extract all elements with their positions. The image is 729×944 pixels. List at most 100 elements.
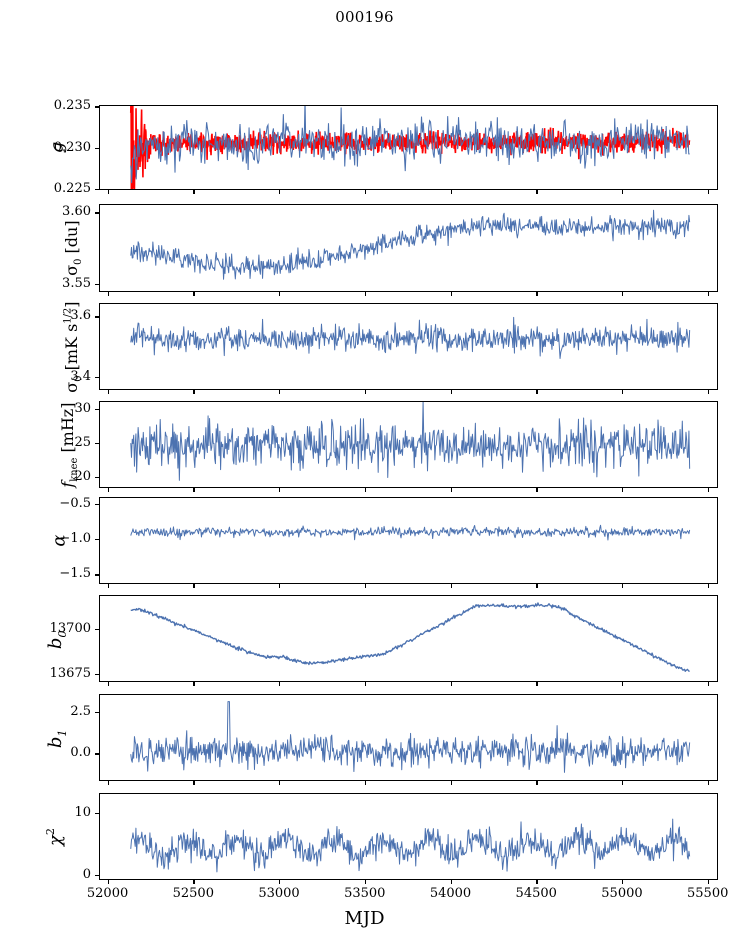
y-tick-label: 10: [74, 804, 91, 820]
y-tick-mark: [95, 476, 99, 478]
y-tick-label: 13700: [49, 620, 91, 636]
x-tick-mark-minor: [279, 682, 281, 686]
y-tick-label: 3.60: [62, 204, 91, 220]
x-tick-mark-minor: [621, 190, 624, 194]
x-tick-label: 54500: [515, 886, 557, 901]
x-tick-mark-minor: [364, 488, 367, 492]
y-tick-label: 3.4: [70, 368, 91, 384]
x-axis-label: MJD: [344, 908, 385, 929]
y-tick-mark: [95, 628, 99, 630]
x-tick-label: 53000: [258, 886, 300, 901]
x-tick-mark-minor: [536, 584, 538, 588]
y-axis-label-5: b0: [45, 629, 69, 649]
x-tick-mark-minor: [450, 190, 452, 194]
x-tick-mark-minor: [279, 390, 281, 394]
x-tick-label: 55000: [601, 886, 643, 901]
x-tick-mark-minor: [536, 781, 538, 785]
figure-title: 000196: [335, 8, 394, 26]
plot-panel-f-knee-mhz: [99, 401, 718, 488]
y-tick-mark: [95, 283, 99, 285]
y-tick-mark: [95, 409, 99, 411]
plot-panel-b-1: [99, 694, 718, 781]
x-tick-mark-minor: [450, 390, 452, 394]
series-sigma0: [130, 209, 691, 280]
x-tick-mark-minor: [364, 292, 367, 296]
y-tick-label: 0.0: [70, 745, 91, 761]
x-tick-mark-minor: [621, 292, 624, 296]
x-tick-mark-minor: [707, 390, 709, 394]
y-tick-label: 2.5: [70, 703, 91, 719]
x-tick-mark: [707, 880, 709, 884]
x-tick-mark-minor: [364, 682, 367, 686]
y-axis-label-4: α: [48, 533, 70, 547]
y-tick-label: 0: [82, 866, 91, 882]
y-tick-mark: [95, 442, 99, 445]
x-tick-mark: [107, 880, 109, 884]
y-tick-label: 0.235: [53, 98, 91, 114]
x-tick-mark-minor: [279, 584, 281, 588]
x-tick-mark-minor: [107, 190, 109, 194]
plot-panel-alpha: [99, 497, 718, 584]
y-tick-mark: [95, 711, 99, 714]
plot-panel-b-0: [99, 595, 718, 682]
y-tick-mark: [95, 753, 99, 755]
x-tick-label: 52500: [172, 886, 214, 901]
x-tick-mark-minor: [450, 781, 452, 785]
x-tick-mark-minor: [450, 682, 452, 686]
x-tick-label: 54000: [429, 886, 472, 901]
x-tick-mark-minor: [107, 488, 109, 492]
x-tick-mark-minor: [621, 682, 624, 686]
x-tick-mark-minor: [536, 682, 538, 686]
y-tick-label: 0.230: [53, 139, 91, 155]
x-tick-mark-minor: [621, 781, 624, 785]
x-tick-mark-minor: [450, 292, 452, 296]
y-tick-mark: [95, 188, 99, 190]
y-tick-label: 13675: [49, 665, 91, 681]
x-tick-mark-minor: [193, 390, 195, 394]
x-tick-mark-minor: [193, 190, 195, 194]
x-tick-mark: [364, 880, 367, 884]
y-tick-mark: [95, 147, 99, 149]
x-tick-mark: [621, 880, 624, 884]
y-tick-mark: [95, 212, 99, 214]
y-axis-label-6: b1: [45, 728, 69, 748]
x-tick-mark-minor: [364, 190, 367, 194]
series-alpha: [130, 524, 691, 541]
x-tick-mark-minor: [193, 488, 195, 492]
x-tick-label: 53500: [344, 886, 386, 901]
y-tick-label: 3.55: [62, 275, 91, 291]
series-sigma0-mK: [130, 316, 691, 359]
x-tick-mark-minor: [707, 488, 709, 492]
x-tick-mark-minor: [707, 781, 709, 785]
x-tick-mark-minor: [107, 390, 109, 394]
y-tick-mark: [95, 503, 99, 506]
x-tick-mark-minor: [364, 584, 367, 588]
y-tick-mark: [95, 812, 99, 815]
y-tick-mark: [95, 673, 99, 675]
x-tick-mark-minor: [450, 584, 452, 588]
x-tick-mark-minor: [193, 781, 195, 785]
plot-panel-chi-2: [99, 793, 718, 880]
x-tick-mark-minor: [193, 292, 195, 296]
y-tick-label: 30: [74, 401, 91, 417]
y-tick-label: 0.225: [53, 180, 91, 196]
x-tick-mark-minor: [107, 292, 109, 296]
y-tick-mark: [95, 874, 99, 877]
x-tick-mark-minor: [536, 488, 538, 492]
y-tick-mark: [95, 376, 99, 378]
series-b1: [130, 701, 691, 773]
y-axis-label-7: χ2: [44, 827, 66, 846]
y-tick-label: 3.6: [70, 308, 91, 324]
plot-panel-sigma-0-mk-s-1-2: [99, 303, 718, 390]
y-tick-label: 20: [74, 468, 91, 484]
series-b0: [130, 602, 690, 672]
x-tick-mark-minor: [707, 682, 709, 686]
x-tick-mark-minor: [621, 390, 624, 394]
x-tick-mark-minor: [193, 584, 195, 588]
y-tick-mark: [95, 574, 99, 576]
x-tick-mark-minor: [107, 584, 109, 588]
x-tick-mark-minor: [279, 781, 281, 785]
x-tick-mark-minor: [450, 488, 452, 492]
x-tick-mark-minor: [193, 682, 195, 686]
x-tick-mark-minor: [536, 292, 538, 296]
